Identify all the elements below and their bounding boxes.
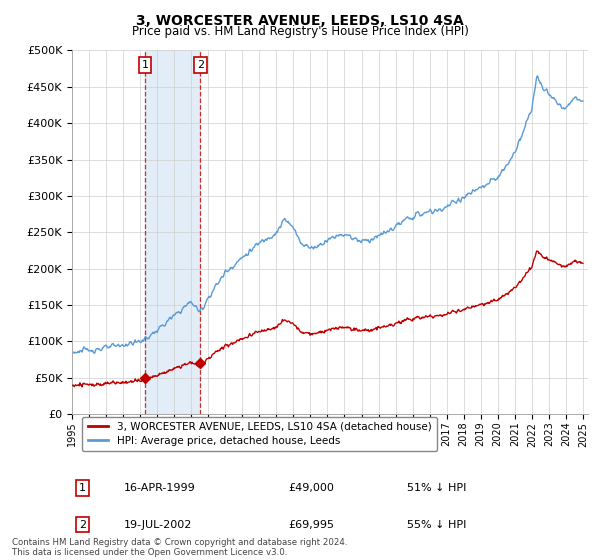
Text: Contains HM Land Registry data © Crown copyright and database right 2024.
This d: Contains HM Land Registry data © Crown c… [12,538,347,557]
Text: 1: 1 [79,483,86,493]
Text: Price paid vs. HM Land Registry's House Price Index (HPI): Price paid vs. HM Land Registry's House … [131,25,469,38]
Text: 51% ↓ HPI: 51% ↓ HPI [407,483,467,493]
Bar [145,50,200,414]
Legend: 3, WORCESTER AVENUE, LEEDS, LS10 4SA (detached house), HPI: Average price, detac: 3, WORCESTER AVENUE, LEEDS, LS10 4SA (de… [82,417,437,451]
Text: £69,995: £69,995 [289,520,335,530]
Text: 55% ↓ HPI: 55% ↓ HPI [407,520,467,530]
Text: 1: 1 [142,60,149,70]
Text: 3, WORCESTER AVENUE, LEEDS, LS10 4SA: 3, WORCESTER AVENUE, LEEDS, LS10 4SA [136,14,464,28]
Text: 16-APR-1999: 16-APR-1999 [124,483,196,493]
Text: 2: 2 [197,60,204,70]
Text: 19-JUL-2002: 19-JUL-2002 [124,520,192,530]
Text: 2: 2 [79,520,86,530]
Text: £49,000: £49,000 [289,483,335,493]
